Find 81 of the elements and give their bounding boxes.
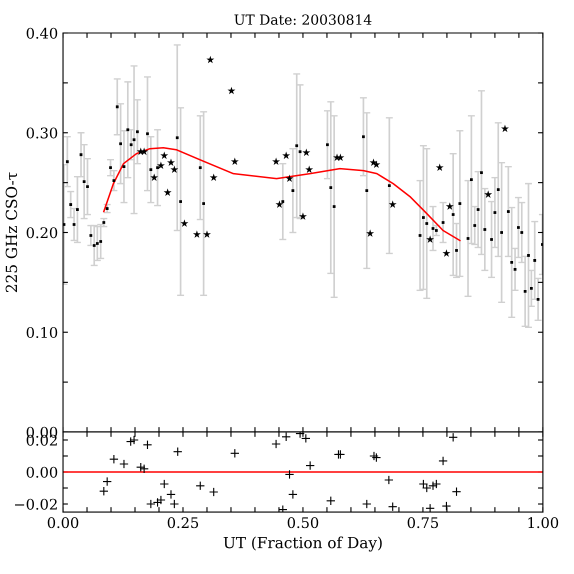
y-tick-label: −0.02 — [15, 498, 57, 510]
point — [164, 188, 172, 196]
point — [305, 460, 315, 470]
y-tick-label: 0.30 — [26, 127, 58, 138]
point — [366, 229, 374, 237]
point — [372, 452, 382, 462]
y-axis-title: 225 GHz CSO-τ — [6, 172, 18, 292]
point — [227, 86, 236, 94]
y-tick-label: 0.20 — [26, 227, 58, 238]
point — [425, 504, 435, 512]
point — [142, 440, 152, 450]
point — [418, 479, 428, 489]
point — [166, 490, 176, 500]
point — [272, 158, 280, 166]
point — [192, 230, 201, 238]
point — [271, 439, 281, 449]
point — [501, 124, 509, 132]
x-tick-label: 0.50 — [288, 517, 318, 528]
x-tick-label: 0.00 — [48, 517, 78, 528]
x-tick-label: 1.00 — [528, 517, 558, 528]
point — [452, 486, 462, 496]
point — [99, 486, 109, 496]
point — [206, 56, 214, 64]
y-tick-label: 0.40 — [26, 28, 58, 39]
point — [284, 470, 294, 480]
point — [436, 163, 444, 172]
chart-title: UT Date: 20030814 — [234, 14, 372, 25]
point — [369, 451, 379, 461]
point — [136, 462, 146, 472]
point — [384, 475, 394, 485]
point — [172, 446, 182, 456]
point — [156, 162, 165, 170]
point — [109, 454, 119, 464]
point — [278, 504, 288, 512]
point — [432, 479, 442, 489]
point — [448, 432, 458, 442]
point — [281, 432, 291, 442]
y-tick-label: 0.00 — [26, 466, 58, 478]
point — [167, 158, 175, 166]
point — [301, 434, 311, 444]
point — [146, 499, 156, 509]
point — [302, 148, 310, 156]
point — [208, 487, 218, 497]
point — [203, 230, 211, 238]
point — [210, 173, 218, 182]
point — [139, 464, 149, 474]
point — [282, 152, 290, 160]
x-tick-label: 0.25 — [168, 517, 198, 528]
point — [230, 158, 239, 166]
point — [129, 435, 139, 445]
point — [102, 476, 112, 486]
point — [286, 174, 294, 182]
point — [438, 456, 448, 466]
point — [305, 165, 314, 174]
point — [170, 499, 180, 509]
point — [442, 501, 452, 511]
point — [388, 502, 398, 512]
point — [230, 448, 240, 458]
point — [196, 481, 205, 490]
point — [156, 495, 166, 505]
point — [288, 490, 298, 500]
point — [362, 499, 372, 509]
point — [426, 235, 434, 243]
y-tick-label: 0.10 — [26, 326, 58, 338]
point — [275, 200, 284, 208]
point — [180, 219, 188, 227]
point — [484, 190, 492, 198]
point — [446, 202, 454, 210]
point — [160, 152, 168, 160]
point — [170, 165, 178, 174]
point — [119, 459, 129, 469]
x-axis-title: UT (Fraction of Day) — [224, 536, 382, 552]
point — [326, 496, 336, 506]
point — [126, 436, 136, 446]
point — [150, 173, 158, 182]
point — [442, 249, 450, 257]
line-series — [103, 146, 461, 242]
point — [388, 200, 397, 208]
point — [160, 479, 169, 489]
x-tick-label: 0.75 — [408, 517, 438, 528]
point — [152, 498, 162, 508]
